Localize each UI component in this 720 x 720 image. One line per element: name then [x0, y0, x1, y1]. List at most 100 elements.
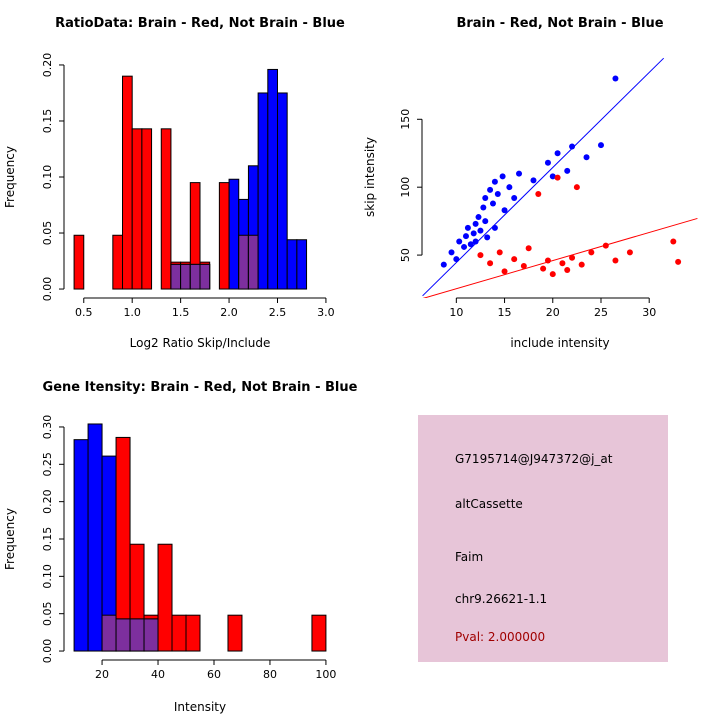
blue-scatter-point [569, 143, 576, 150]
y-tick-label: 0.00 [41, 639, 54, 664]
red-scatter-point [496, 249, 503, 256]
y-tick-label: 0.00 [41, 277, 54, 302]
locus-text: chr9.26621-1.1 [455, 592, 548, 606]
hist-bar-blue [286, 239, 298, 290]
y-tick-label: 0.20 [41, 53, 54, 78]
x-tick-label: 80 [263, 668, 277, 681]
chart-title: Brain - Red, Not Brain - Blue [456, 16, 663, 31]
gene-intensity-histogram-panel: 20 40 60 80 100 0.00 0.05 0.10 0.15 0.20 0.25 0.30 G… [3, 380, 358, 714]
red-scatter-point [549, 271, 556, 278]
red-scatter-point [612, 257, 619, 264]
hist-bar-overlap [115, 618, 131, 652]
blue-scatter-point [491, 224, 498, 231]
x-tick-label: 40 [151, 668, 165, 681]
red-scatter-point [511, 256, 518, 263]
x-tick-label: 2.0 [220, 306, 238, 319]
blue-scatter-point [516, 170, 523, 177]
blue-scatter-point [467, 241, 474, 248]
x-tick-label: 100 [315, 668, 336, 681]
blue-scatter-point [501, 207, 508, 214]
red-scatter-point [573, 184, 580, 191]
red-scatter-point [540, 265, 547, 272]
blue-scatter-point [484, 234, 491, 241]
hist-bar-blue [276, 92, 288, 290]
y-tick-label: 50 [399, 248, 412, 262]
hist-bar-overlap [199, 263, 211, 290]
hist-bar-red [227, 614, 243, 652]
chart-title: RatioData: Brain - Red, Not Brain - Blue [55, 16, 345, 31]
red-scatter-point [602, 242, 609, 249]
blue-scatter-point [506, 184, 513, 191]
red-scatter-point [487, 260, 494, 267]
x-tick-label: 15 [498, 306, 512, 319]
y-axis-title: Frequency [3, 508, 17, 570]
blue-scatter-point [494, 190, 501, 197]
blue-scatter-point [491, 178, 498, 185]
hist-bar-red [131, 128, 143, 290]
blue-scatter-point [612, 75, 619, 82]
blue-scatter-point [499, 173, 506, 180]
blue-scatter-point [472, 238, 479, 245]
event-info-panel: G7195714@J947372@j_at altCassette Faim c… [360, 360, 720, 720]
blue-scatter-point [440, 261, 447, 268]
x-tick-label: 2.5 [269, 306, 287, 319]
x-tick-label: 20 [95, 668, 109, 681]
plot-area [422, 57, 698, 298]
x-tick-label: 30 [642, 306, 656, 319]
red-scatter-point [544, 257, 551, 264]
x-tick-label: 0.5 [75, 306, 93, 319]
red-scatter-point [501, 268, 508, 275]
blue-scatter-point [549, 173, 556, 180]
red-scatter-point [569, 254, 576, 261]
red-scatter-point [535, 190, 542, 197]
blue-scatter-point [511, 195, 518, 202]
event-info-box: G7195714@J947372@j_at altCassette Faim c… [418, 415, 668, 662]
hist-bar-blue [228, 178, 240, 290]
blue-scatter-point [470, 230, 477, 237]
red-scatter-point [554, 174, 561, 181]
hist-bar-blue [296, 239, 308, 290]
red-scatter-point [525, 245, 532, 252]
red-scatter-point [578, 261, 585, 268]
blue-scatter-point [462, 233, 469, 240]
y-tick-label: 0.20 [41, 489, 54, 513]
blue-scatter-point [475, 214, 482, 221]
hist-bar-red [141, 128, 153, 290]
ratio-histogram-panel: 0.5 1.0 1.5 2.0 2.5 3.0 0.00 0.05 0.10 0.15 0.20 Ra… [3, 16, 345, 350]
pval-text: Pval: 2.000000 [455, 630, 546, 644]
hist-bar-red [73, 234, 85, 290]
red-regression-line [422, 217, 698, 298]
hist-bar-overlap [143, 618, 159, 652]
blue-scatter-point [583, 154, 590, 161]
hist-bar-overlap [189, 263, 201, 290]
blue-regression-line [422, 57, 665, 297]
intensity-scatter-panel: 10 15 20 25 30 50 100 150 Brain - Red, Not Brain… [363, 16, 698, 350]
hist-bar-blue [87, 423, 103, 652]
y-tick-label: 0.10 [41, 165, 54, 190]
hist-bar-overlap [170, 263, 182, 290]
probe-id-text: G7195714@J947372@j_at [455, 452, 613, 466]
x-tick-label: 1.5 [172, 306, 190, 319]
x-tick-label: 3.0 [317, 306, 335, 319]
blue-scatter-point [482, 195, 489, 202]
x-tick-label: 10 [449, 306, 463, 319]
hist-bar-overlap [129, 618, 145, 652]
red-scatter-point [564, 267, 571, 274]
blue-scatter-point [453, 256, 460, 263]
blue-scatter-point [597, 142, 604, 149]
hist-bar-red [171, 614, 187, 652]
red-scatter-point [588, 249, 595, 256]
x-tick-label: 25 [594, 306, 608, 319]
blue-scatter-point [477, 227, 484, 234]
blue-scatter-point [554, 150, 561, 157]
blue-scatter-point [530, 177, 537, 184]
splice-type-text: altCassette [455, 497, 523, 511]
red-scatter-point [670, 238, 677, 245]
hist-bar-overlap [247, 234, 259, 290]
hist-bar-blue [73, 439, 89, 652]
hist-bar-red [218, 182, 230, 290]
red-scatter-point [675, 258, 682, 265]
y-tick-label: 0.25 [41, 452, 54, 477]
red-scatter-point [477, 252, 484, 259]
